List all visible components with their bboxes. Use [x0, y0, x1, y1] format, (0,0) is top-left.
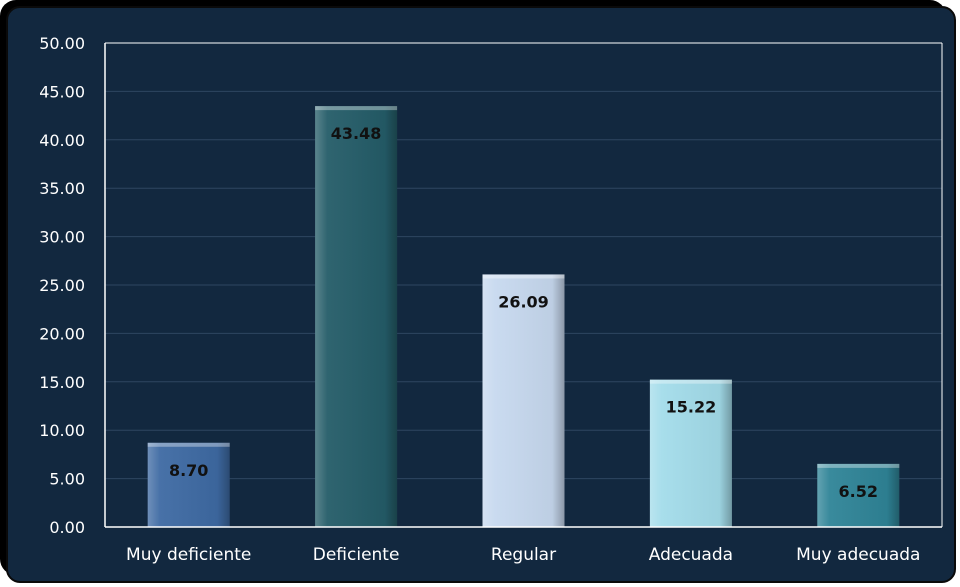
y-tick-label: 40.00 [39, 131, 85, 150]
bar-1 [315, 106, 398, 528]
bar-4 [817, 463, 900, 527]
y-tick-label: 30.00 [39, 228, 85, 247]
bar-shading [315, 106, 398, 528]
y-tick-label: 0.00 [49, 518, 85, 537]
bar-top-highlight [147, 442, 230, 447]
y-tick-label: 45.00 [39, 82, 85, 101]
y-axis-ticks: 0.00 5.00 10.00 15.00 20.00 25.00 30.00 35.00 40… [39, 34, 85, 537]
bar-2 [482, 274, 565, 527]
bar-3 [649, 379, 732, 527]
x-axis-labels: Muy deficiente Deficiente Regular Adecuada M… [126, 545, 920, 565]
data-label: 43.48 [331, 124, 382, 143]
x-tick-label: Muy adecuada [796, 545, 920, 565]
y-tick-label: 10.00 [39, 421, 85, 440]
y-tick-label: 5.00 [49, 470, 85, 489]
bar-shading [649, 379, 732, 527]
data-label: 15.22 [666, 398, 717, 417]
x-tick-label: Adecuada [649, 545, 733, 565]
bars [147, 106, 900, 528]
bar-top-highlight [649, 379, 732, 384]
data-label: 8.70 [169, 461, 208, 480]
y-tick-label: 15.00 [39, 373, 85, 392]
data-label: 6.52 [839, 482, 878, 501]
y-tick-label: 35.00 [39, 179, 85, 198]
axes [104, 42, 943, 528]
bar-top-highlight [315, 106, 398, 111]
x-tick-label: Muy deficiente [126, 545, 251, 565]
data-labels: 8.70 43.48 26.09 15.22 6.52 [169, 124, 878, 501]
bar-shading [817, 463, 900, 527]
y-tick-label: 50.00 [39, 34, 85, 53]
bar-shading [482, 274, 565, 527]
bar-shading [147, 442, 230, 527]
bar-top-highlight [482, 274, 565, 279]
y-tick-label: 25.00 [39, 276, 85, 295]
bar-top-highlight [817, 463, 900, 468]
x-tick-label: Regular [491, 545, 556, 565]
bar-0 [147, 442, 230, 527]
y-tick-label: 20.00 [39, 324, 85, 343]
data-label: 26.09 [498, 292, 549, 311]
x-tick-label: Deficiente [313, 545, 400, 565]
